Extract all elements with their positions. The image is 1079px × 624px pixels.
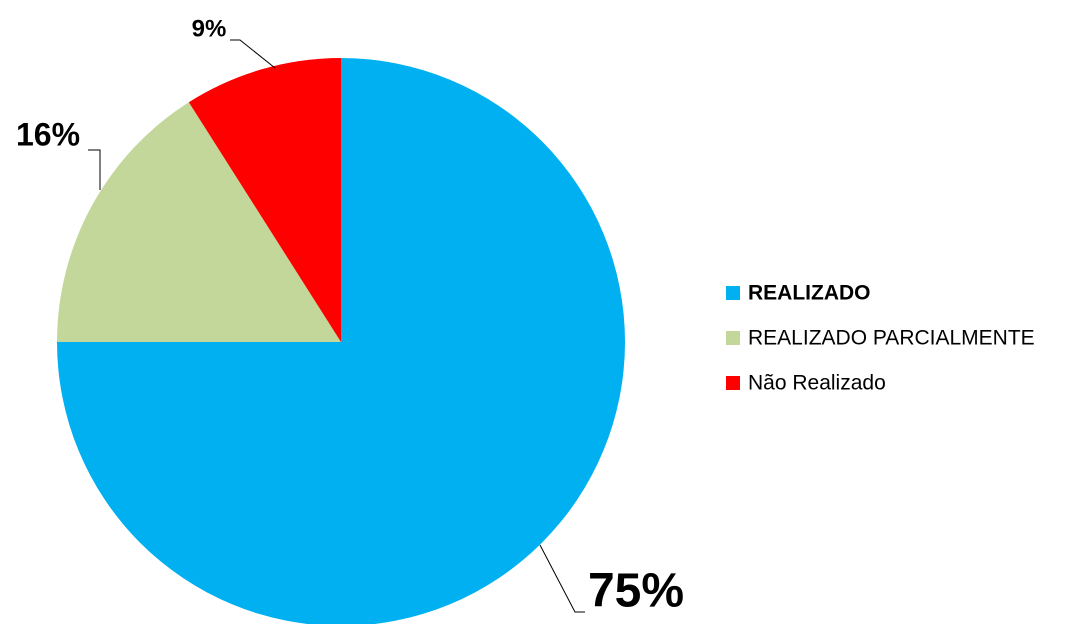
legend-swatch bbox=[726, 286, 740, 300]
legend-swatch bbox=[726, 331, 740, 345]
leader-line bbox=[539, 544, 585, 613]
data-label: 16% bbox=[16, 116, 80, 152]
pie-slice bbox=[57, 102, 341, 342]
legend-label: Não Realizado bbox=[748, 372, 886, 395]
legend-swatch bbox=[726, 376, 740, 390]
pie-slice bbox=[188, 57, 341, 342]
legend-label: REALIZADO bbox=[748, 282, 871, 305]
data-label: 9% bbox=[192, 15, 227, 42]
leader-line bbox=[230, 39, 276, 69]
data-label: 75% bbox=[588, 565, 684, 618]
legend-label: REALIZADO PARCIALMENTE bbox=[748, 327, 1035, 350]
leader-line bbox=[88, 149, 101, 190]
